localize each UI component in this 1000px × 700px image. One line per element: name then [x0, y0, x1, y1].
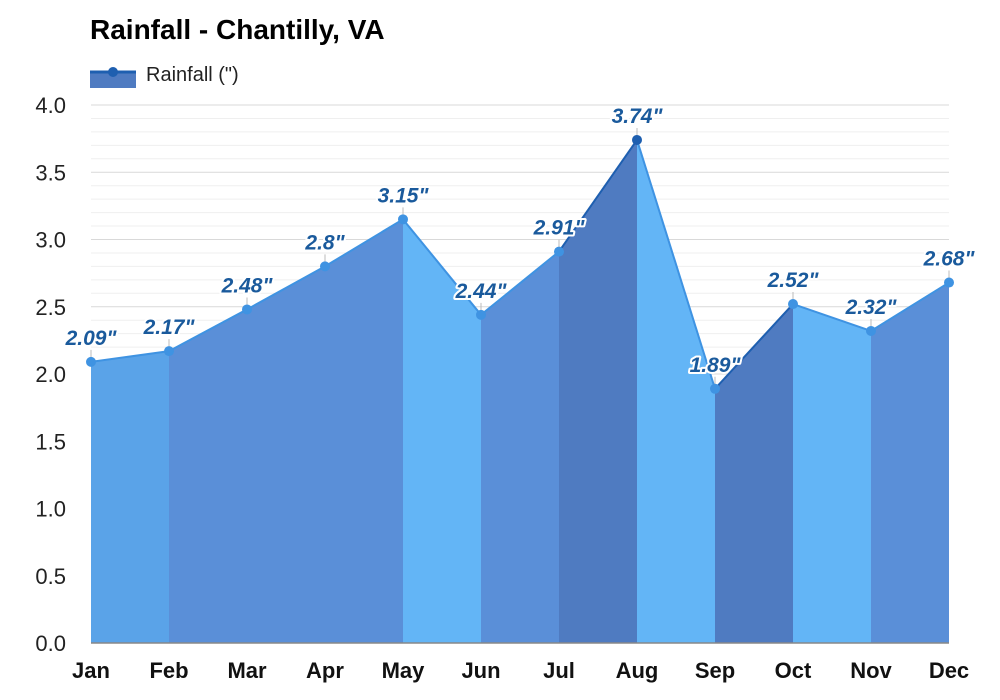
- data-label: 1.89": [690, 354, 742, 377]
- y-tick-label: 2.5: [35, 295, 66, 320]
- series-line-segment: [168, 308, 248, 353]
- series-line-segment: [792, 303, 872, 332]
- data-label: 3.15": [378, 184, 430, 207]
- x-tick-label: Mar: [227, 658, 267, 683]
- series-line-segment: [558, 139, 638, 253]
- x-tick-label: May: [382, 658, 426, 683]
- data-label: 3.74": [612, 105, 664, 128]
- y-tick-label: 3.0: [35, 228, 66, 253]
- data-point-jan: [86, 356, 96, 367]
- data-label: 2.8": [304, 231, 345, 254]
- legend-swatch-icon: [90, 62, 136, 88]
- x-tick-label: Sep: [695, 658, 735, 683]
- y-tick-label: 0.0: [35, 631, 66, 656]
- y-tick-label: 2.0: [35, 362, 66, 387]
- series-line: [90, 139, 950, 390]
- area-segment-sep: [715, 304, 793, 643]
- data-point-apr: [320, 261, 330, 272]
- area-segment-mar: [247, 266, 325, 643]
- x-tick-label: Nov: [850, 658, 892, 683]
- x-tick-label: Oct: [775, 658, 812, 683]
- area-segment-may: [403, 219, 481, 643]
- data-point-jun: [476, 309, 486, 320]
- y-tick-label: 3.5: [35, 160, 66, 185]
- data-point-oct: [788, 299, 798, 310]
- x-tick-label: Jun: [461, 658, 500, 683]
- data-point-feb: [164, 346, 174, 357]
- area-segment-jul: [559, 139, 637, 643]
- data-label: 2.32": [845, 296, 898, 319]
- series-line-segment: [246, 265, 326, 311]
- series-line-segment: [714, 303, 794, 390]
- chart-title: Rainfall - Chantilly, VA: [90, 14, 385, 45]
- series-line-segment: [90, 350, 170, 363]
- data-point-may: [398, 214, 408, 225]
- area-segment-jun: [481, 251, 559, 644]
- series-line-segment: [870, 281, 950, 332]
- x-tick-label: Jul: [543, 658, 575, 683]
- series-line-segment: [402, 218, 482, 316]
- data-label: 2.52": [767, 269, 820, 292]
- data-label: 2.48": [221, 274, 274, 297]
- data-point-jul: [554, 246, 564, 257]
- data-point-nov: [866, 325, 876, 336]
- area-segment-oct: [793, 304, 871, 643]
- y-tick-label: 1.0: [35, 497, 66, 522]
- series-line-segment: [324, 218, 404, 268]
- area-segments: [91, 139, 949, 644]
- series-line-segment: [480, 250, 560, 316]
- x-tick-label: Feb: [149, 658, 188, 683]
- legend-label: Rainfall ("): [146, 63, 239, 86]
- area-segment-jan: [91, 351, 169, 643]
- data-point-sep: [710, 383, 720, 394]
- x-tick-label: Aug: [616, 658, 659, 683]
- data-label: 2.68": [923, 248, 976, 271]
- data-label: 2.09": [65, 327, 118, 350]
- y-tick-label: 0.5: [35, 564, 66, 589]
- data-point-dec: [944, 277, 954, 288]
- x-tick-label: Apr: [306, 658, 344, 683]
- series-line-segment: [636, 139, 716, 390]
- data-label: 2.44": [455, 280, 508, 303]
- y-tick-label: 1.5: [35, 429, 66, 454]
- data-point-mar: [242, 304, 252, 315]
- area-segment-apr: [325, 219, 403, 643]
- data-label: 2.17": [143, 316, 196, 339]
- x-tick-label: Dec: [929, 658, 969, 683]
- area-segment-feb: [169, 309, 247, 643]
- area-segment-aug: [637, 139, 715, 643]
- legend[interactable]: Rainfall ("): [90, 60, 239, 90]
- y-tick-label: 4.0: [35, 93, 66, 118]
- data-point-aug: [632, 134, 642, 145]
- area-segment-nov: [871, 282, 949, 643]
- x-tick-label: Jan: [72, 658, 110, 683]
- data-label: 2.91": [533, 217, 586, 240]
